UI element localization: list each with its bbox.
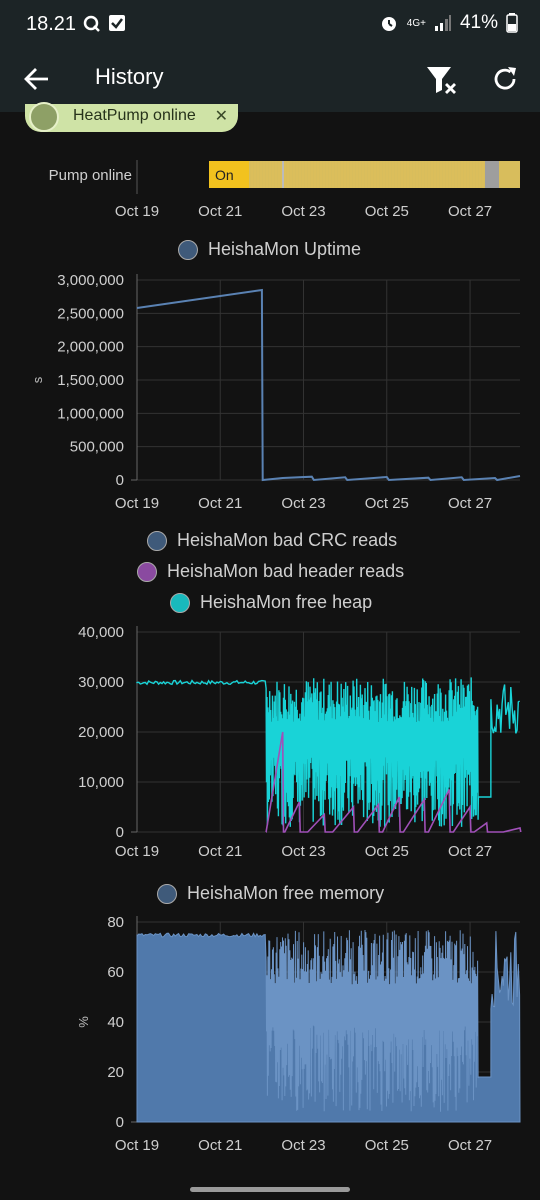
chip-label: HeatPump online [73,107,196,124]
y-tick-label: 60 [107,964,124,981]
x-tick-label: Oct 27 [448,495,492,512]
legend-label: HeishaMon bad header reads [167,561,405,581]
battery-percent: 41% [459,12,498,33]
status-bar: 18.21 4G+ 41% [0,0,540,48]
legend-label: HeishaMon free memory [187,883,385,903]
y-tick-label: 0 [116,824,124,841]
legend-swatch [147,530,167,551]
legend-swatch [137,561,157,582]
bad-header-series-line[interactable] [265,731,522,833]
free-memory-series-area[interactable] [136,929,521,1123]
header-legend[interactable]: HeishaMon bad header reads [137,561,404,582]
x-tick-label: Oct 19 [115,203,159,220]
timeline-on-highlight [209,161,249,188]
y-axis-label: s [30,376,45,383]
x-tick-label: Oct 23 [281,843,325,860]
x-tick-label: Oct 23 [281,203,325,220]
y-tick-label: 30,000 [78,674,124,691]
legend-label: HeishaMon bad CRC reads [177,530,398,550]
memory-chart: 80 60 40 20 0 % Oct 19 Oct 21 Oct 23 Oct 25 Oct … [76,914,521,1154]
legend-label: HeishaMon Uptime [208,239,362,259]
refresh-icon[interactable] [490,64,520,94]
y-tick-label: 2,500,000 [57,305,124,322]
legend-swatch [157,883,177,904]
x-tick-label: Oct 23 [281,495,325,512]
y-tick-label: 0 [116,1114,124,1131]
checkbox-icon [109,15,125,31]
filter-clear-icon[interactable] [425,64,459,96]
timeline-state-label: On [215,167,234,183]
x-tick-label: Oct 21 [198,1137,242,1154]
x-tick-label: Oct 27 [448,1137,492,1154]
y-tick-label: 40,000 [78,624,124,641]
alarm-icon [381,17,396,31]
y-axis-label: % [76,1016,91,1028]
home-indicator[interactable] [190,1187,350,1192]
memory-legend[interactable]: HeishaMon free memory [157,883,384,904]
x-tick-label: Oct 25 [365,1137,409,1154]
x-tick-label: Oct 21 [198,495,242,512]
legend-swatch [170,592,190,613]
y-tick-label: 2,000,000 [57,339,124,356]
x-tick-label: Oct 19 [115,495,159,512]
y-tick-label: 500,000 [70,439,124,456]
x-tick-label: Oct 27 [448,843,492,860]
y-tick-label: 20 [107,1064,124,1081]
timeline-chart: Pump online On Oct 19 Oct 21 Oct 23 Oct 25 O… [49,160,520,220]
crc-legend[interactable]: HeishaMon bad CRC reads [147,530,397,551]
uptime-chart: 3,000,000 2,500,000 2,000,000 1,500,000 1,00… [30,272,521,512]
y-tick-label: 3,000,000 [57,272,124,289]
uptime-series-line[interactable] [136,288,521,482]
x-tick-label: Oct 21 [198,203,242,220]
y-tick-label: 10,000 [78,774,124,791]
y-tick-label: 80 [107,914,124,931]
y-tick-label: 1,000,000 [57,405,124,422]
chip-entity-icon [29,102,59,132]
x-tick-label: Oct 19 [115,1137,159,1154]
timeline-unknown-segment [485,161,499,188]
q-icon [83,15,100,32]
timeline-label: Pump online [49,167,132,184]
x-tick-label: Oct 25 [365,843,409,860]
close-icon[interactable]: ✕ [214,108,228,125]
x-tick-label: Oct 23 [281,1137,325,1154]
legend-label: HeishaMon free heap [200,592,373,612]
app-bar: History [0,48,540,112]
free-heap-series-line[interactable] [136,677,521,827]
y-tick-label: 20,000 [78,724,124,741]
x-tick-label: Oct 27 [448,203,492,220]
filter-chip[interactable]: HeatPump online ✕ [25,102,238,132]
y-tick-label: 40 [107,1014,124,1031]
back-arrow-icon[interactable] [22,64,52,94]
y-tick-label: 0 [116,472,124,489]
x-tick-label: Oct 25 [365,203,409,220]
heap-legend[interactable]: HeishaMon free heap [170,592,372,613]
x-tick-label: Oct 25 [365,495,409,512]
x-tick-label: Oct 21 [198,843,242,860]
y-tick-label: 1,500,000 [57,372,124,389]
signal-icon [434,15,451,31]
legend-swatch [178,239,198,260]
heap-chart: 40,000 30,000 20,000 10,000 0 Oct 19 Oct 21 Oc… [78,624,522,860]
status-time: 18.21 [26,13,77,35]
battery-icon [506,13,518,33]
network-type: 4G+ [406,17,426,29]
x-tick-label: Oct 19 [115,843,159,860]
timeline-on-bar[interactable] [209,161,520,188]
uptime-legend[interactable]: HeishaMon Uptime [178,239,361,260]
page-title: History [95,64,164,89]
